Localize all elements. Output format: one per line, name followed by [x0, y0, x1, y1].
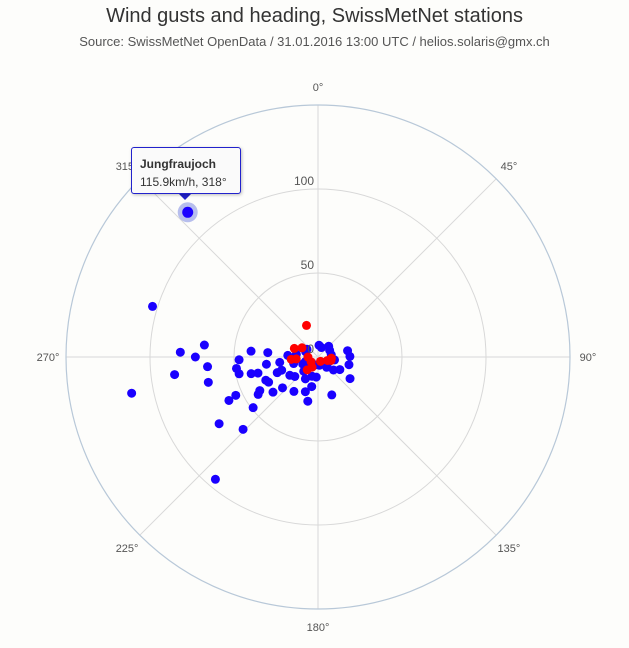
data-point: [289, 386, 299, 396]
data-point: [199, 340, 209, 350]
data-point: [224, 395, 234, 405]
data-point: [300, 387, 310, 397]
data-point: [303, 352, 313, 362]
chart-title: Wind gusts and heading, SwissMetNet stat…: [106, 5, 523, 27]
data-point: [203, 377, 213, 387]
angle-tick-label: 135°: [498, 543, 521, 555]
angular-gridline-225: [139, 356, 319, 536]
highlighted-point: [182, 206, 194, 218]
tooltip: Jungfraujoch 115.9km/h, 318°: [131, 147, 241, 194]
data-point: [326, 353, 336, 363]
data-point: [170, 370, 180, 380]
angular-gridline-135: [317, 356, 497, 536]
data-point: [277, 383, 287, 393]
tooltip-value: 115.9km/h, 318°: [140, 175, 227, 189]
tooltip-caret: [178, 193, 192, 200]
data-point: [234, 355, 244, 365]
angle-tick-label: 180°: [307, 622, 330, 634]
data-point: [316, 343, 326, 353]
data-point: [335, 365, 345, 375]
data-point: [277, 365, 287, 375]
data-point: [328, 365, 338, 375]
chart-subtitle: Source: SwissMetNet OpenData / 31.01.201…: [79, 34, 550, 49]
data-point: [311, 372, 321, 382]
data-point: [253, 389, 263, 399]
data-point: [248, 403, 258, 413]
data-point: [264, 377, 274, 387]
data-point: [246, 346, 256, 356]
data-point: [214, 419, 224, 429]
data-point: [345, 374, 355, 384]
data-point: [263, 348, 273, 358]
angle-tick-label: 270°: [37, 352, 60, 364]
data-point: [203, 362, 213, 372]
data-point: [190, 352, 200, 362]
outer-ring: [65, 104, 571, 610]
data-point: [231, 390, 241, 400]
data-point: [300, 374, 310, 384]
data-point: [238, 424, 248, 434]
angle-tick-label: 45°: [501, 161, 518, 173]
angle-tick-label: 0°: [313, 82, 324, 94]
data-point: [148, 301, 158, 311]
data-point: [291, 354, 301, 364]
data-point: [303, 396, 313, 406]
data-point: [261, 359, 271, 369]
angle-tick-label: 90°: [580, 352, 597, 364]
angular-gridline-45: [317, 178, 497, 358]
angular-gridline-315: [139, 178, 319, 358]
data-point: [234, 369, 244, 379]
data-point: [316, 356, 326, 366]
radial-tick-label: 50: [301, 258, 315, 272]
radial-tick-label: 0: [307, 342, 314, 356]
data-point: [275, 357, 285, 367]
data-point: [289, 343, 299, 353]
data-point: [322, 362, 332, 372]
data-point: [253, 368, 263, 378]
data-point: [345, 351, 355, 361]
data-point: [268, 387, 278, 397]
data-point: [297, 343, 307, 353]
data-point: [290, 371, 300, 381]
tooltip-station-name: Jungfraujoch: [140, 157, 217, 171]
data-point: [302, 320, 312, 330]
data-point: [307, 362, 317, 372]
radial-tick-label: 100: [294, 174, 314, 188]
angle-tick-label: 225°: [116, 543, 139, 555]
data-point: [175, 347, 185, 357]
data-point: [246, 369, 256, 379]
data-point: [210, 474, 220, 484]
data-point: [327, 390, 337, 400]
data-point: [127, 388, 137, 398]
points-layer: [127, 202, 355, 484]
data-point: [324, 341, 334, 351]
data-point: [307, 382, 317, 392]
data-point: [344, 360, 354, 370]
